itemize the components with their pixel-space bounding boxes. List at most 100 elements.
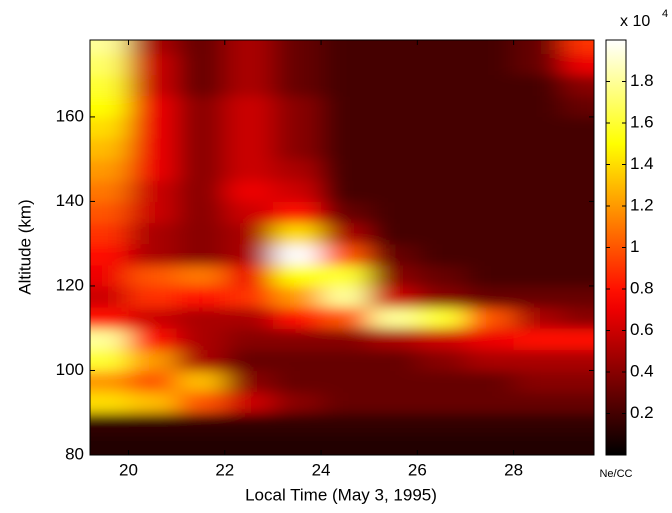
heatmap-cell	[128, 40, 178, 55]
heatmap-cell	[176, 433, 226, 455]
heatmap-cell	[513, 264, 563, 287]
x-tick-label: 28	[504, 460, 523, 479]
heatmap-cell	[176, 391, 226, 414]
heatmap-cell	[128, 412, 178, 435]
heatmap-cell	[224, 328, 274, 350]
heatmap-cell	[561, 53, 594, 76]
heatmap-cell	[369, 307, 418, 329]
heatmap-cell	[128, 201, 178, 224]
colorbar-tick-label: 0.2	[630, 403, 654, 422]
heatmap-cell	[90, 307, 130, 329]
heatmap-cell	[561, 433, 594, 455]
heatmap-cell	[272, 370, 322, 393]
heatmap-cell	[369, 74, 418, 97]
heatmap-cell	[465, 264, 515, 287]
heatmap-cell	[513, 370, 563, 393]
heatmap-cell	[176, 349, 226, 371]
heatmap-cell	[465, 95, 515, 118]
heatmap-cell	[513, 433, 563, 455]
heatmap-cell	[321, 40, 370, 55]
heatmap-cell	[90, 40, 130, 55]
heatmap-cell	[513, 201, 563, 224]
heatmap-cell	[224, 243, 274, 266]
heatmap-cell	[561, 285, 594, 308]
heatmap-cell	[128, 264, 178, 287]
heatmap-cell	[369, 433, 418, 455]
heatmap-cell	[369, 95, 418, 118]
heatmap-cell	[176, 412, 226, 435]
heatmap-cell	[369, 349, 418, 371]
heatmap-cell	[513, 307, 563, 329]
colorbar-tick-label: 1.8	[630, 71, 654, 90]
y-tick-label: 120	[56, 275, 84, 294]
heatmap-cell	[90, 328, 130, 350]
heatmap-cell	[321, 74, 370, 97]
x-tick-label: 20	[119, 460, 138, 479]
heatmap-cell	[128, 116, 178, 139]
heatmap-cell	[513, 74, 563, 97]
heatmap-cell	[128, 53, 178, 76]
heatmap	[90, 40, 594, 455]
heatmap-cell	[128, 349, 178, 371]
heatmap-cell	[128, 307, 178, 329]
heatmap-cell	[465, 370, 515, 393]
heatmap-cell	[224, 433, 274, 455]
heatmap-cell	[321, 433, 370, 455]
heatmap-cell	[417, 222, 466, 245]
heatmap-cell	[272, 95, 322, 118]
heatmap-cell	[272, 307, 322, 329]
heatmap-cell	[417, 328, 466, 350]
heatmap-cell	[417, 433, 466, 455]
colorbar-tick-label: 0.4	[630, 361, 654, 380]
heatmap-cell	[417, 391, 466, 414]
colorbar-tick-label: 1	[630, 237, 639, 256]
heatmap-cell	[465, 222, 515, 245]
heatmap-cell	[128, 370, 178, 393]
heatmap-cell	[272, 53, 322, 76]
heatmap-cell	[321, 138, 370, 160]
heatmap-cell	[561, 222, 594, 245]
heatmap-cell	[272, 222, 322, 245]
heatmap-cell	[90, 138, 130, 160]
heatmap-cell	[90, 391, 130, 414]
heatmap-cell	[321, 201, 370, 224]
x-axis-label: Local Time (May 3, 1995)	[245, 485, 437, 504]
heatmap-cell	[561, 180, 594, 202]
heatmap-cell	[321, 243, 370, 266]
heatmap-cell	[417, 116, 466, 139]
heatmap-cell	[369, 222, 418, 245]
heatmap-cell	[128, 222, 178, 245]
heatmap-cell	[176, 74, 226, 97]
heatmap-cell	[417, 243, 466, 266]
heatmap-cell	[128, 95, 178, 118]
heatmap-cell	[272, 201, 322, 224]
heatmap-cell	[176, 370, 226, 393]
heatmap-cell	[272, 40, 322, 55]
heatmap-cell	[561, 412, 594, 435]
heatmap-cell	[513, 159, 563, 181]
heatmap-cell	[321, 180, 370, 202]
heatmap-cell	[272, 391, 322, 414]
heatmap-cell	[90, 74, 130, 97]
x-tick-label: 22	[215, 460, 234, 479]
heatmap-cell	[417, 349, 466, 371]
heatmap-cell	[224, 40, 274, 55]
heatmap-cell	[321, 95, 370, 118]
heatmap-cell	[513, 40, 563, 55]
heatmap-cell	[128, 138, 178, 160]
heatmap-cell	[417, 201, 466, 224]
heatmap-cell	[90, 53, 130, 76]
heatmap-cell	[321, 370, 370, 393]
heatmap-cell	[465, 391, 515, 414]
colorbar-tick-label: 1.6	[630, 112, 654, 131]
heatmap-cell	[272, 74, 322, 97]
heatmap-cell	[465, 74, 515, 97]
heatmap-cell	[513, 349, 563, 371]
heatmap-cell	[369, 264, 418, 287]
heatmap-cell	[369, 116, 418, 139]
heatmap-cell	[90, 222, 130, 245]
heatmap-cell	[369, 243, 418, 266]
heatmap-cell	[465, 433, 515, 455]
heatmap-cell	[561, 201, 594, 224]
x-tick-label: 26	[408, 460, 427, 479]
